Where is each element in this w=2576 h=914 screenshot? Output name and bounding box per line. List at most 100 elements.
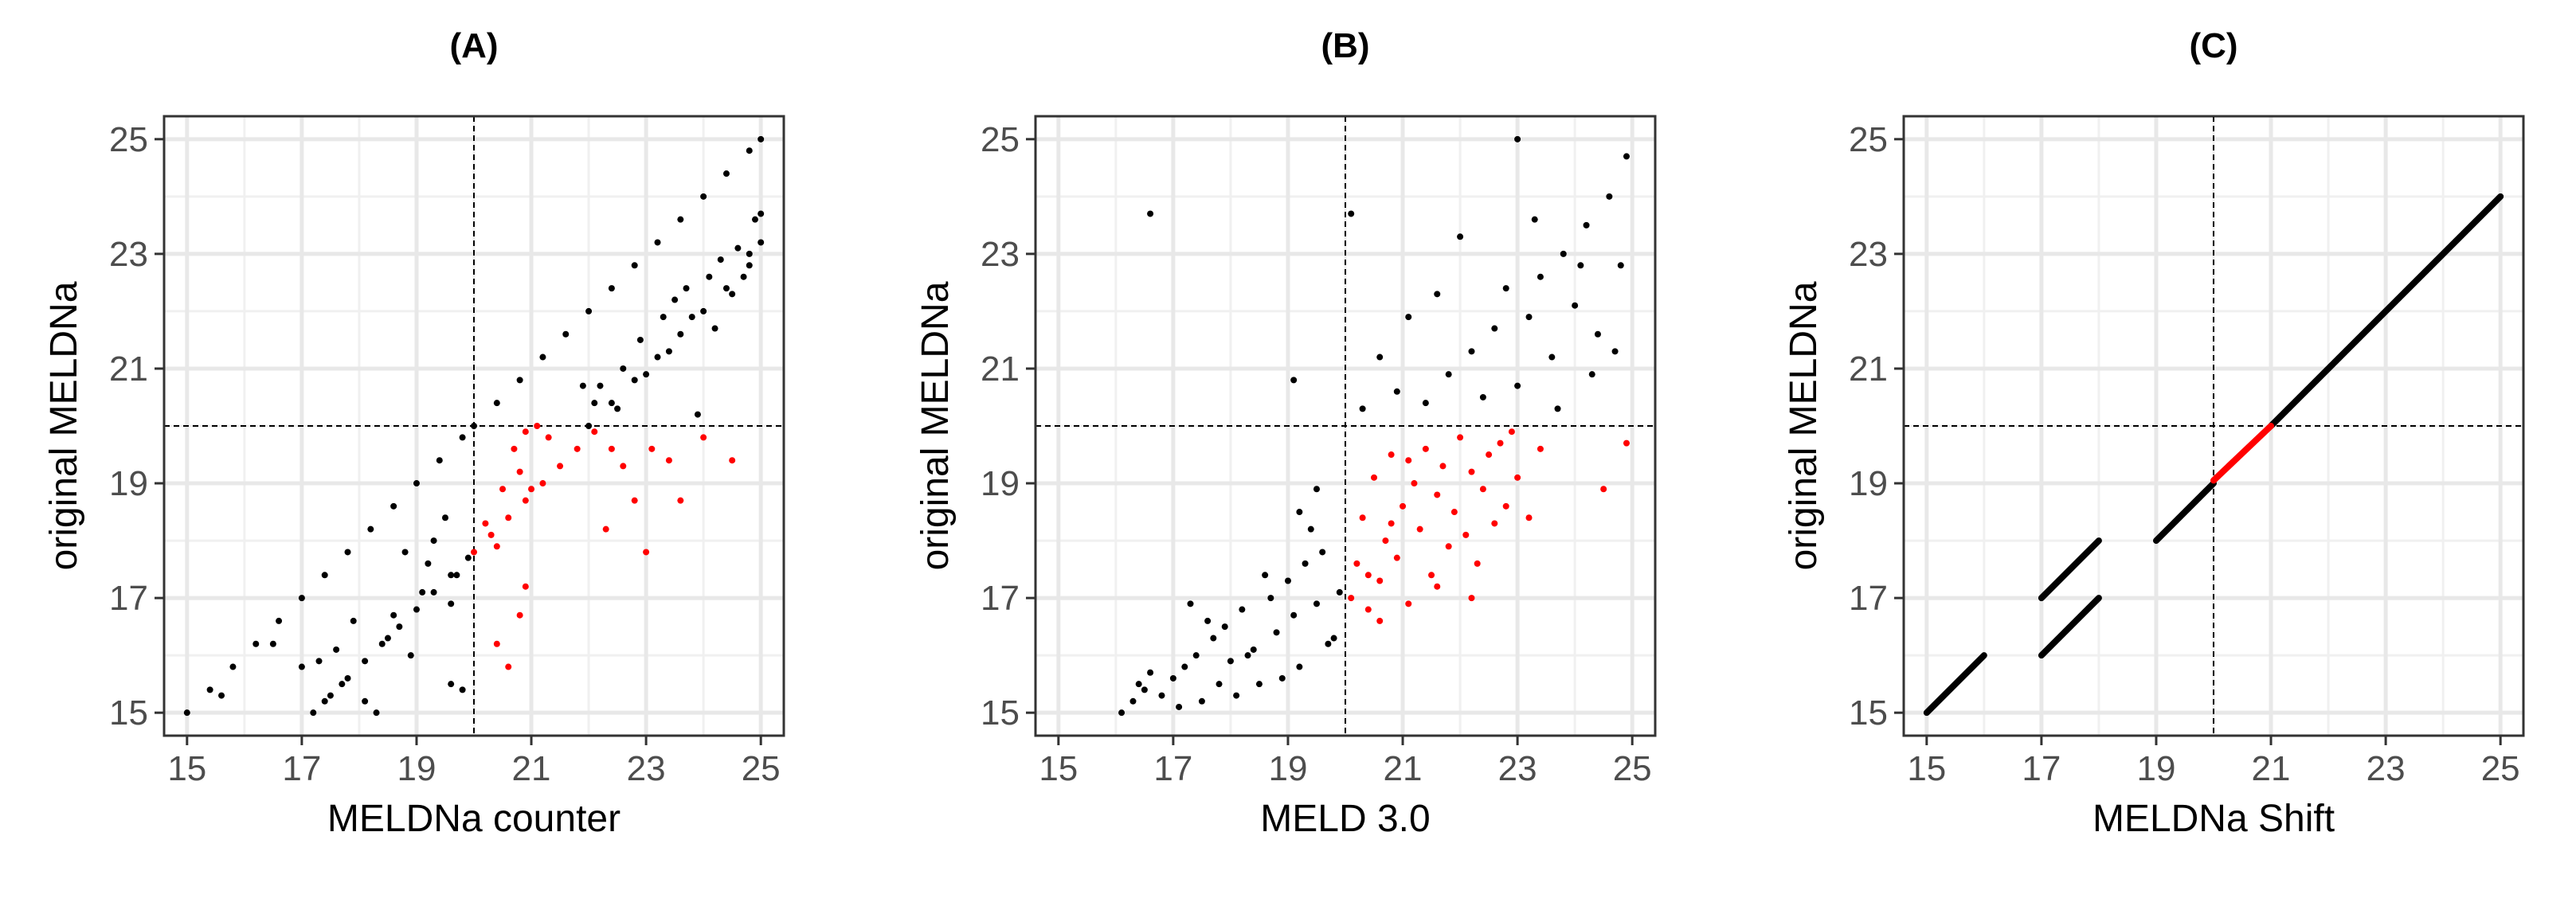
- data-point: [298, 595, 305, 602]
- data-point: [390, 611, 397, 619]
- data-segment: [2268, 193, 2504, 429]
- panel-title: (C): [2189, 26, 2237, 65]
- data-point: [1244, 652, 1251, 659]
- data-point: [1330, 635, 1337, 642]
- data-point: [1176, 703, 1183, 710]
- data-point: [539, 353, 546, 361]
- data-point-highlight: [1422, 445, 1429, 452]
- data-point-highlight: [1376, 617, 1384, 624]
- data-point: [585, 423, 593, 429]
- data-point-highlight: [1388, 520, 1395, 527]
- data-point-highlight: [1486, 451, 1493, 459]
- data-point-highlight: [643, 549, 650, 556]
- data-point: [493, 400, 500, 407]
- y-tick-label: 21: [981, 350, 1020, 389]
- data-point: [1147, 669, 1154, 676]
- data-point: [1325, 640, 1332, 647]
- data-segment: [2152, 480, 2217, 545]
- data-point: [1169, 674, 1176, 682]
- y-tick-label: 17: [981, 579, 1020, 618]
- y-tick-label: 25: [981, 120, 1020, 159]
- data-point: [183, 709, 190, 717]
- data-point-highlight: [1393, 554, 1400, 561]
- x-tick-label: 25: [1613, 749, 1652, 788]
- data-point-highlight: [471, 549, 477, 556]
- data-point-highlight: [1497, 439, 1504, 447]
- data-point: [1187, 600, 1194, 607]
- x-tick-label: 25: [742, 749, 781, 788]
- data-point: [1422, 400, 1429, 407]
- data-point: [1233, 692, 1240, 699]
- data-point: [333, 646, 340, 653]
- data-point: [1348, 210, 1355, 217]
- data-point-highlight: [1508, 428, 1515, 436]
- data-point: [585, 307, 593, 314]
- data-point: [591, 400, 598, 407]
- y-tick-label: 21: [1849, 350, 1888, 389]
- data-point: [1405, 314, 1412, 321]
- data-point: [362, 697, 369, 705]
- data-point: [315, 658, 323, 665]
- data-point: [321, 572, 328, 579]
- data-point-highlight: [1514, 474, 1521, 481]
- data-point: [1548, 353, 1556, 361]
- panel-c: 15 17 19 21 23 25 15 17 19 21 23 25 (C) MELDNa Shift o…: [1783, 26, 2525, 840]
- data-point: [665, 348, 672, 355]
- data-point-highlight: [1457, 434, 1464, 441]
- data-point: [1147, 210, 1154, 217]
- x-tick-label: 21: [512, 749, 551, 788]
- data-point: [378, 640, 386, 647]
- data-point-highlight: [1491, 520, 1498, 527]
- data-point: [1307, 525, 1314, 533]
- data-point: [758, 239, 765, 246]
- y-tick-label: 15: [981, 693, 1020, 732]
- data-segment: [2038, 537, 2102, 602]
- data-point-highlight: [522, 428, 529, 436]
- data-point-highlight: [1376, 577, 1384, 584]
- data-point: [459, 686, 466, 693]
- data-point: [608, 400, 615, 407]
- data-point-highlight: [1434, 583, 1441, 590]
- data-point: [746, 250, 753, 257]
- data-point-highlight: [1359, 514, 1366, 521]
- y-axis-title: original MELDNa: [1783, 281, 1825, 570]
- data-point: [453, 572, 460, 579]
- data-point-highlight: [493, 543, 500, 550]
- data-point-highlight: [677, 497, 684, 504]
- data-point: [1457, 233, 1464, 240]
- data-point: [1577, 262, 1584, 269]
- data-point: [620, 365, 627, 372]
- data-point: [700, 193, 707, 200]
- data-point: [344, 549, 351, 556]
- data-point: [350, 617, 357, 624]
- data-point: [1359, 405, 1366, 412]
- y-axis-title: original MELDNa: [43, 281, 85, 570]
- data-point: [367, 525, 374, 533]
- y-tick-label: 25: [1849, 120, 1888, 159]
- data-point: [1273, 629, 1280, 636]
- data-point: [1278, 674, 1286, 682]
- data-point: [1262, 572, 1269, 579]
- data-point-highlight: [522, 583, 529, 590]
- data-point: [464, 554, 472, 561]
- data-point-highlight: [557, 463, 564, 470]
- data-point: [1502, 285, 1509, 292]
- data-point: [722, 285, 730, 292]
- data-point: [1588, 371, 1595, 378]
- data-point: [758, 210, 765, 217]
- data-point: [1313, 600, 1320, 607]
- data-point-highlight: [1468, 595, 1475, 602]
- data-point: [471, 423, 477, 429]
- data-point-highlight: [1479, 486, 1486, 493]
- data-point: [407, 652, 414, 659]
- data-point-highlight: [1428, 572, 1435, 579]
- data-point: [206, 686, 213, 693]
- x-tick-label: 19: [2136, 749, 2175, 788]
- panel-b: 15 17 19 21 23 25 15 17 19 21 23 25 (B) MELD 3.0 origi…: [914, 26, 1657, 840]
- data-point: [1554, 405, 1561, 412]
- x-tick-label: 15: [1039, 749, 1078, 788]
- x-axis-title: MELDNa counter: [327, 798, 621, 840]
- data-point: [229, 663, 237, 670]
- data-point: [677, 330, 684, 338]
- data-point: [1623, 153, 1630, 160]
